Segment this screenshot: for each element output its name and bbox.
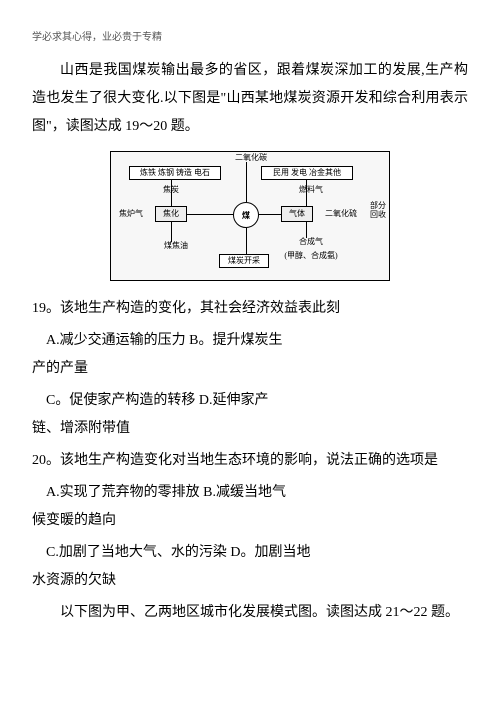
q19-option-cd: C。促使家产构造的转移 D.延伸家产 <box>32 387 468 415</box>
q20-option-ab-cont: 候变暖的趋向 <box>32 507 468 535</box>
intro-paragraph: 山西是我国煤炭输出最多的省区，跟着煤炭深加工的发展,生产构造也发生了很大变化.以… <box>32 57 468 141</box>
q20-option-cd-cont: 水资源的欠缺 <box>32 567 468 595</box>
coal-diagram: 二氧化碳 炼铁 炼钢 铸造 电石 民用 发电 冶金其他 焦炭 燃料气 焦炉气 焦… <box>110 151 390 281</box>
label-so2: 二氧化硫 <box>321 210 361 219</box>
label-co2: 二氧化碳 <box>221 154 281 163</box>
label-hechenqi: 合成气 <box>291 238 331 247</box>
q19-stem: 19。该地生产构造的变化，其社会经济效益表此刻 <box>32 295 468 323</box>
q19-option-ab-cont: 产的产量 <box>32 355 468 383</box>
q19-option-ab: A.减少交通运输的压力 B。提升煤炭生 <box>32 327 468 355</box>
diagram-container: 二氧化碳 炼铁 炼钢 铸造 电石 民用 发电 冶金其他 焦炭 燃料气 焦炉气 焦… <box>32 151 468 281</box>
label-meijiaoyou: 煤焦油 <box>156 242 196 251</box>
label-jiachun: (甲醇、合成氨) <box>271 252 351 261</box>
label-ranliaoqi: 燃料气 <box>291 186 331 195</box>
box-top-left: 炼铁 炼钢 铸造 电石 <box>129 166 221 180</box>
q20-stem: 20。该地生产构造变化对当地生态环境的影响，说法正确的选项是 <box>32 447 468 475</box>
q20-option-ab: A.实现了荒弃物的零排放 B.减缓当地气 <box>32 479 468 507</box>
box-kaicai: 煤炭开采 <box>219 254 269 268</box>
q19-option-cd-cont: 链、增添附带值 <box>32 415 468 443</box>
box-top-right: 民用 发电 冶金其他 <box>261 166 353 180</box>
circle-coal: 煤 <box>233 202 259 228</box>
box-qiti: 气体 <box>281 206 313 222</box>
q20-option-cd: C.加剧了当地大气、水的污染 D。加剧当地 <box>32 539 468 567</box>
box-jiaohua: 焦化 <box>155 206 187 222</box>
label-recycle: 部分回收 <box>367 202 389 220</box>
label-jiaoluqi: 焦炉气 <box>116 210 146 219</box>
header-note: 学必求其心得，业必贵于专精 <box>32 28 468 43</box>
outro-paragraph: 以下图为甲、乙两地区城市化发展模式图。读图达成 21～22 题。 <box>32 599 468 627</box>
